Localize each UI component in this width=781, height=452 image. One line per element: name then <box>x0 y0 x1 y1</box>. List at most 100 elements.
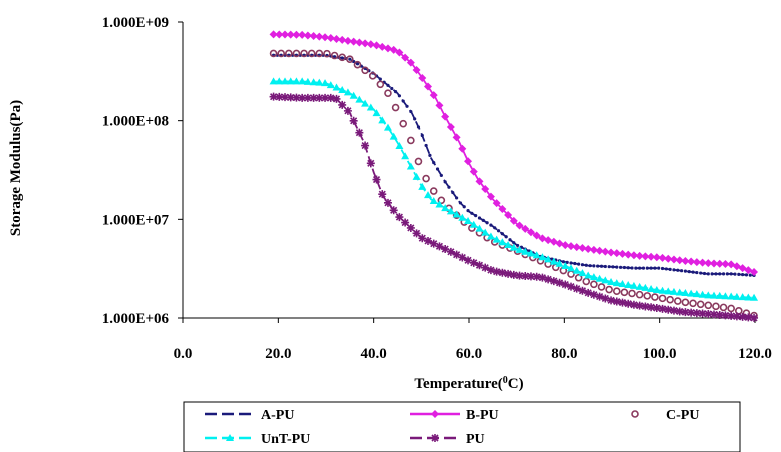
marker-b-pu <box>618 249 627 258</box>
marker-b-pu <box>355 38 364 47</box>
marker-pu <box>561 280 570 289</box>
marker-pu <box>509 270 518 279</box>
marker-c-pu <box>368 72 377 80</box>
marker-b-pu <box>292 30 301 39</box>
marker-unt-pu <box>710 291 719 299</box>
marker-unt-pu <box>389 132 398 140</box>
marker-unt-pu <box>721 292 730 300</box>
marker-c-pu <box>399 119 408 128</box>
marker-unt-pu <box>687 289 696 297</box>
marker-unt-pu <box>612 279 621 287</box>
marker-b-pu <box>698 258 707 267</box>
marker-b-pu <box>538 234 547 243</box>
marker-pu <box>412 229 421 238</box>
marker-unt-pu <box>378 116 387 124</box>
marker-b-pu <box>629 251 638 260</box>
marker-pu <box>401 218 410 227</box>
marker-pu <box>652 304 661 313</box>
marker-b-pu <box>486 192 495 201</box>
marker-pu <box>698 309 707 318</box>
marker-c-pu <box>437 196 446 205</box>
marker-a-pu <box>416 125 421 129</box>
marker-a-pu <box>592 264 596 268</box>
marker-pu <box>658 304 667 313</box>
legend: A-PU B-PU C-PU UnT-PU PU <box>183 401 741 452</box>
marker-unt-pu <box>549 257 558 265</box>
marker-c-pu <box>307 49 316 58</box>
marker-a-pu <box>702 271 707 276</box>
marker-c-pu <box>597 283 606 291</box>
marker-pu <box>469 258 478 267</box>
marker-a-pu <box>706 272 710 276</box>
marker-unt-pu <box>332 83 341 91</box>
marker-pu <box>727 311 736 320</box>
marker-pu <box>452 250 461 259</box>
marker-pu <box>578 286 587 295</box>
marker-b-pu <box>424 82 433 91</box>
marker-a-pu <box>672 268 676 272</box>
x-axis-title-superscript: 0 <box>503 375 508 386</box>
marker-b-pu <box>298 30 307 39</box>
marker-a-pu <box>470 211 474 215</box>
marker-pu <box>629 300 638 309</box>
marker-pu <box>378 190 387 199</box>
marker-pu <box>669 306 678 315</box>
marker-a-pu <box>573 261 577 266</box>
marker-unt-pu <box>498 238 507 246</box>
marker-c-pu <box>292 49 301 58</box>
marker-unt-pu <box>361 99 370 107</box>
marker-pu <box>406 223 415 232</box>
marker-unt-pu <box>475 224 484 232</box>
marker-unt-pu <box>624 280 633 288</box>
marker-b-pu <box>326 34 335 43</box>
marker-b-pu <box>624 250 633 259</box>
marker-unt-pu <box>681 289 690 297</box>
marker-unt-pu <box>750 293 759 301</box>
marker-a-pu <box>660 266 665 271</box>
x-tick-label: 120.0 <box>738 346 772 362</box>
marker-pu <box>269 92 278 101</box>
marker-b-pu <box>446 122 455 131</box>
marker-a-pu <box>664 267 668 271</box>
marker-a-pu <box>748 273 752 277</box>
marker-c-pu <box>338 53 347 62</box>
marker-a-pu <box>466 208 470 213</box>
marker-a-pu <box>477 216 482 220</box>
marker-pu <box>681 308 690 317</box>
marker-pu <box>286 93 295 102</box>
marker-a-pu <box>485 221 489 225</box>
marker-c-pu <box>376 80 385 89</box>
marker-unt-pu <box>647 284 656 292</box>
marker-a-pu <box>424 143 428 148</box>
series-line-b-pu <box>273 33 756 274</box>
marker-a-pu <box>725 272 729 276</box>
marker-unt-pu <box>406 162 415 170</box>
marker-pu <box>303 93 312 102</box>
marker-c-pu <box>414 157 423 166</box>
marker-a-pu <box>584 263 588 267</box>
marker-c-pu <box>727 304 735 313</box>
marker-pu <box>498 268 507 277</box>
marker-pu <box>383 198 392 207</box>
marker-c-pu <box>323 49 331 58</box>
marker-b-pu <box>383 44 392 53</box>
marker-pu <box>750 313 759 322</box>
marker-pu <box>618 298 627 307</box>
marker-b-pu <box>389 45 398 54</box>
marker-c-pu <box>407 136 415 145</box>
marker-unt-pu <box>441 204 450 212</box>
marker-pu <box>710 310 719 319</box>
x-tick-label: 100.0 <box>643 346 677 362</box>
marker-unt-pu <box>509 243 518 251</box>
marker-b-pu <box>372 41 381 50</box>
marker-pu <box>572 284 581 293</box>
marker-pu <box>389 206 398 215</box>
legend-item-a-pu: A-PU <box>205 408 294 423</box>
marker-a-pu <box>695 270 699 275</box>
marker-pu <box>446 247 455 256</box>
marker-a-pu <box>580 263 585 267</box>
marker-b-pu <box>343 36 352 45</box>
marker-a-pu <box>710 272 714 276</box>
marker-c-pu <box>673 297 682 305</box>
marker-c-pu <box>582 277 591 286</box>
